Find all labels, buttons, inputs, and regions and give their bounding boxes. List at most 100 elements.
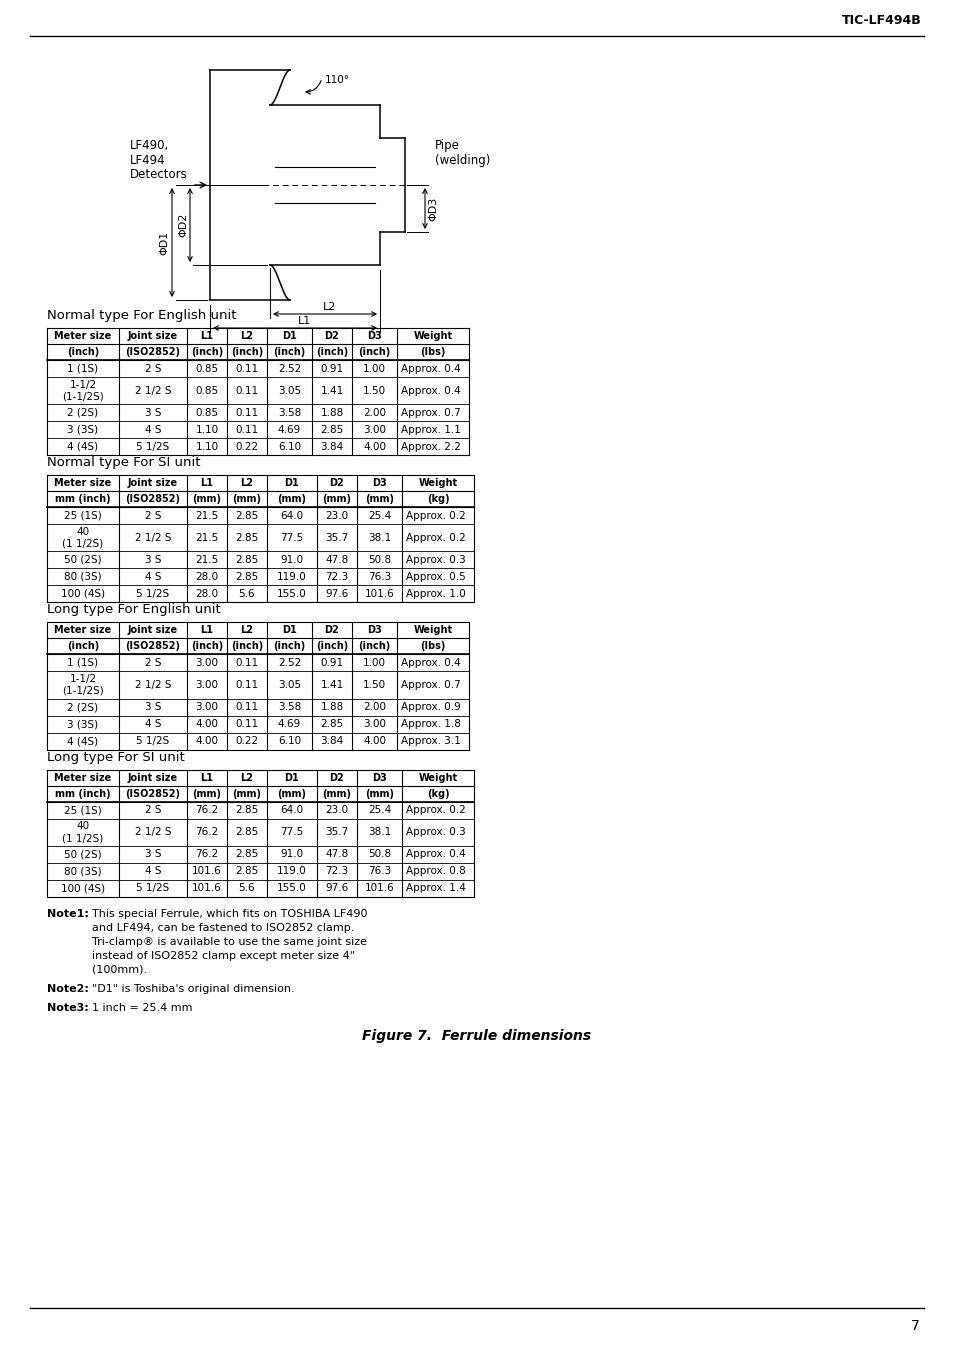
Text: 101.6: 101.6 <box>192 866 222 877</box>
Text: 6.10: 6.10 <box>277 736 301 746</box>
Text: Figure 7.  Ferrule dimensions: Figure 7. Ferrule dimensions <box>362 1029 591 1043</box>
Text: 50.8: 50.8 <box>368 555 391 565</box>
Text: (inch): (inch) <box>67 347 99 357</box>
Text: mm (inch): mm (inch) <box>55 494 111 504</box>
Text: 2.85: 2.85 <box>235 555 258 565</box>
Text: 0.11: 0.11 <box>235 408 258 417</box>
Text: 0.11: 0.11 <box>235 424 258 435</box>
Text: "D1" is Toshiba's original dimension.: "D1" is Toshiba's original dimension. <box>91 984 294 994</box>
Text: (mm): (mm) <box>233 494 261 504</box>
Text: Meter size: Meter size <box>54 773 112 782</box>
Text: Meter size: Meter size <box>54 478 112 488</box>
Text: (mm): (mm) <box>365 789 394 798</box>
Text: 2 S: 2 S <box>145 363 161 373</box>
Text: (inch): (inch) <box>231 347 263 357</box>
Text: Weight: Weight <box>413 331 452 340</box>
Text: 3.00: 3.00 <box>195 658 218 667</box>
Text: (ISO2852): (ISO2852) <box>126 494 180 504</box>
Text: Approx. 0.4: Approx. 0.4 <box>400 363 460 373</box>
Text: Joint size: Joint size <box>128 626 178 635</box>
Text: D1: D1 <box>284 773 299 782</box>
Text: 50.8: 50.8 <box>368 850 391 859</box>
Text: 5.6: 5.6 <box>238 884 255 893</box>
Text: Approx. 2.2: Approx. 2.2 <box>400 442 460 451</box>
Text: (inch): (inch) <box>191 347 223 357</box>
Text: 80 (3S): 80 (3S) <box>64 571 102 582</box>
Text: This special Ferrule, which fits on TOSHIBA LF490: This special Ferrule, which fits on TOSH… <box>91 909 367 919</box>
Text: (inch): (inch) <box>358 642 390 651</box>
Text: Pipe
(welding): Pipe (welding) <box>435 139 490 168</box>
Text: 3.05: 3.05 <box>277 385 301 396</box>
Text: 155.0: 155.0 <box>276 884 307 893</box>
Text: 1.50: 1.50 <box>362 385 386 396</box>
Text: 4 S: 4 S <box>145 719 161 730</box>
Text: D3: D3 <box>367 331 381 340</box>
Text: 100 (4S): 100 (4S) <box>61 884 105 893</box>
Text: 2.52: 2.52 <box>277 363 301 373</box>
Text: 110°: 110° <box>325 76 350 85</box>
Text: Approx. 1.4: Approx. 1.4 <box>406 884 465 893</box>
Text: Approx. 3.1: Approx. 3.1 <box>400 736 460 746</box>
Text: 101.6: 101.6 <box>192 884 222 893</box>
Text: 21.5: 21.5 <box>195 555 218 565</box>
Text: 0.11: 0.11 <box>235 703 258 712</box>
Text: 77.5: 77.5 <box>280 532 303 543</box>
Text: L1: L1 <box>200 331 213 340</box>
Text: Approx. 0.3: Approx. 0.3 <box>406 555 465 565</box>
Text: 25.4: 25.4 <box>368 511 391 520</box>
Text: 3 S: 3 S <box>145 850 161 859</box>
Text: 0.85: 0.85 <box>195 408 218 417</box>
Text: 91.0: 91.0 <box>280 555 303 565</box>
Text: 35.7: 35.7 <box>325 827 348 838</box>
Text: 3.00: 3.00 <box>363 424 386 435</box>
Text: 3.00: 3.00 <box>195 703 218 712</box>
Text: 23.0: 23.0 <box>325 805 348 815</box>
Text: 4.00: 4.00 <box>363 736 386 746</box>
Text: 3.00: 3.00 <box>363 719 386 730</box>
Text: 1.41: 1.41 <box>320 385 343 396</box>
Text: D1: D1 <box>284 478 299 488</box>
Text: 0.11: 0.11 <box>235 658 258 667</box>
Text: 0.91: 0.91 <box>320 363 343 373</box>
Text: (inch): (inch) <box>315 347 348 357</box>
Text: 2 S: 2 S <box>145 511 161 520</box>
Text: 5 1/2S: 5 1/2S <box>136 736 170 746</box>
Text: 2 S: 2 S <box>145 658 161 667</box>
Text: 0.11: 0.11 <box>235 385 258 396</box>
Text: 1 inch = 25.4 mm: 1 inch = 25.4 mm <box>91 1002 193 1013</box>
Text: 3.00: 3.00 <box>195 680 218 690</box>
Text: 40
(1 1/2S): 40 (1 1/2S) <box>62 821 104 843</box>
Text: 2.85: 2.85 <box>235 805 258 815</box>
Text: (inch): (inch) <box>274 642 305 651</box>
Text: 4.00: 4.00 <box>363 442 386 451</box>
Text: 25 (1S): 25 (1S) <box>64 511 102 520</box>
Text: Joint size: Joint size <box>128 331 178 340</box>
Text: Meter size: Meter size <box>54 331 112 340</box>
Text: 4.00: 4.00 <box>195 736 218 746</box>
Text: 3 S: 3 S <box>145 555 161 565</box>
Text: L2: L2 <box>240 773 253 782</box>
Text: 2 1/2 S: 2 1/2 S <box>134 385 172 396</box>
Text: 1-1/2
(1-1/2S): 1-1/2 (1-1/2S) <box>62 380 104 401</box>
Text: L1: L1 <box>200 773 213 782</box>
Text: 38.1: 38.1 <box>368 827 391 838</box>
Text: ΦD2: ΦD2 <box>178 213 188 238</box>
Text: 2.00: 2.00 <box>363 408 386 417</box>
Text: 2.85: 2.85 <box>235 850 258 859</box>
Text: (mm): (mm) <box>233 789 261 798</box>
Text: Weight: Weight <box>418 478 457 488</box>
Text: Approx. 0.7: Approx. 0.7 <box>400 408 460 417</box>
Text: L1: L1 <box>200 626 213 635</box>
Text: 28.0: 28.0 <box>195 589 218 598</box>
Text: Approx. 0.2: Approx. 0.2 <box>406 511 465 520</box>
Text: (lbs): (lbs) <box>420 642 445 651</box>
Text: Approx. 0.7: Approx. 0.7 <box>400 680 460 690</box>
Text: 1.50: 1.50 <box>362 680 386 690</box>
Text: 76.2: 76.2 <box>195 805 218 815</box>
Text: (mm): (mm) <box>365 494 394 504</box>
Text: (inch): (inch) <box>191 642 223 651</box>
Text: Weight: Weight <box>418 773 457 782</box>
Text: D3: D3 <box>372 478 387 488</box>
Text: L2: L2 <box>240 478 253 488</box>
Text: 155.0: 155.0 <box>276 589 307 598</box>
